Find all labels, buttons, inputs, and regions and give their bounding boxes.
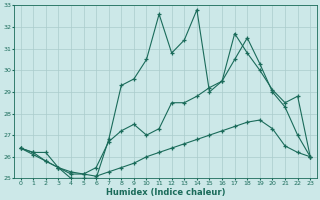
X-axis label: Humidex (Indice chaleur): Humidex (Indice chaleur)	[106, 188, 225, 197]
